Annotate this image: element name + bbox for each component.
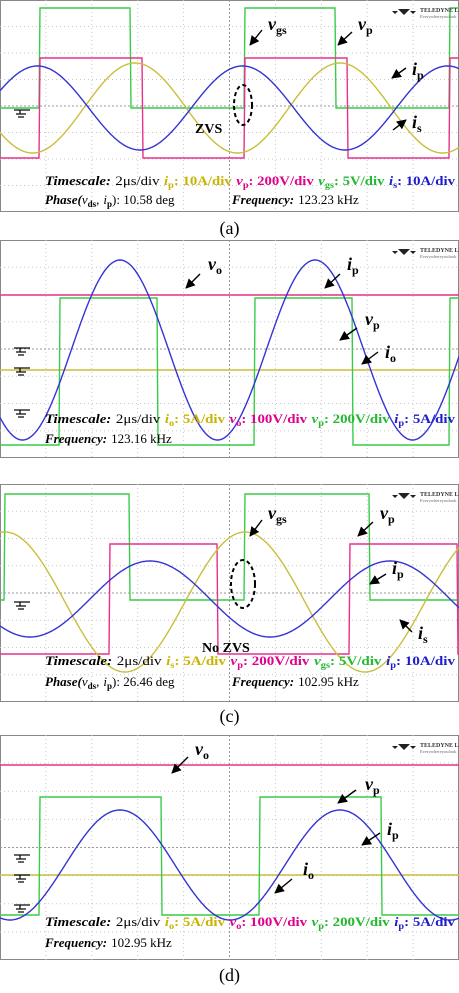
settings-line: Timescale:2μs/divio: 5A/divvo: 100V/divv… [45,411,456,428]
text-span: Frequency: [44,431,107,446]
text-span: Phase( [45,674,84,689]
label-sub: s [417,121,422,135]
text-span: Frequency: [231,192,294,207]
label-sub: o [390,351,396,365]
text-span: 123.23 kHz [298,192,359,207]
label-sub: p [352,263,359,277]
text-span: Timescale: [45,411,111,426]
label-sub: gs [276,512,287,526]
scope-panel: TELEDYNE LECROYEverywhereyoulookvoipvpio… [0,240,459,458]
label-sub: p [373,318,380,332]
text-span: : 10A/div [174,173,232,188]
text-span: 2μs/div [116,914,161,929]
text-span: Phase( [45,192,84,207]
scope-panel: TELEDYNE LECROYEverywhereyoulookvovpipio… [0,735,459,960]
label-sub: o [308,868,314,882]
logo-tagline: Everywhereyoulook [420,14,457,19]
text-span: : 5A/div [404,914,455,929]
text-span: 102.95 kHz [298,674,359,689]
text-span: Timescale: [45,653,112,668]
text-span: 123.16 kHz [111,431,172,446]
waveform-label: ZVS [195,122,222,137]
text-span: 2μs/div [116,411,161,426]
text-span: : 5A/div [174,653,226,668]
logo-tagline: Everywhereyoulook [420,254,457,259]
label-sub: p [417,68,424,82]
scope-panel: TELEDYNE LECROYEverywhereyoulookvgsvpipi… [0,484,459,702]
text-span: Timescale: [45,173,111,188]
text-span: 2μs/div [117,653,162,668]
text-span: Timescale: [45,914,111,929]
text-span: , [96,674,99,689]
text-span: : 200V/div [243,653,310,668]
caption: (d) [219,965,240,986]
text-span: Frequency: [231,674,294,689]
text-span: : 5A/div [404,411,455,426]
text-span: , [96,192,99,207]
label-sub: gs [276,23,287,37]
text-span: 2μs/div [115,173,160,188]
text-span: ): 26.46 deg [112,674,175,689]
caption: (a) [220,218,240,239]
scope-panel: TELEDYNE LECROYEverywhereyoulookvgsvpipi… [0,0,459,212]
text-span: : 5V/div [334,173,385,188]
text-span: : 10A/div [397,173,455,188]
label-sub: p [373,783,380,797]
text-span: : 100V/div [241,411,307,426]
text-span: : 200V/div [324,914,390,929]
label-sub: p [392,828,399,842]
text-span: 102.95 kHz [111,935,172,950]
text-span: : 5A/div [174,914,225,929]
text-span: : 200V/div [324,411,390,426]
text-span: : 200V/div [249,173,315,188]
label-sub: p [397,567,404,581]
text-span: : 5V/div [330,653,382,668]
label-sub: p [366,23,373,37]
label-sub: o [203,748,209,762]
logo-tagline: Everywhereyoulook [420,749,457,754]
text-span: Frequency: [44,935,107,950]
text-span: : 10A/div [396,653,456,668]
text-span: : 5A/div [174,411,225,426]
figure: TELEDYNE LECROYEverywhereyoulookvgsvpipi… [0,0,459,993]
logo-tagline: Everywhereyoulook [420,498,457,503]
label-sub: o [216,263,222,277]
text-span: ): 10.58 deg [112,192,175,207]
text-span: : 100V/div [241,914,307,929]
caption: (c) [220,706,240,727]
label-sub: s [423,632,428,646]
label-sub: p [388,512,395,526]
